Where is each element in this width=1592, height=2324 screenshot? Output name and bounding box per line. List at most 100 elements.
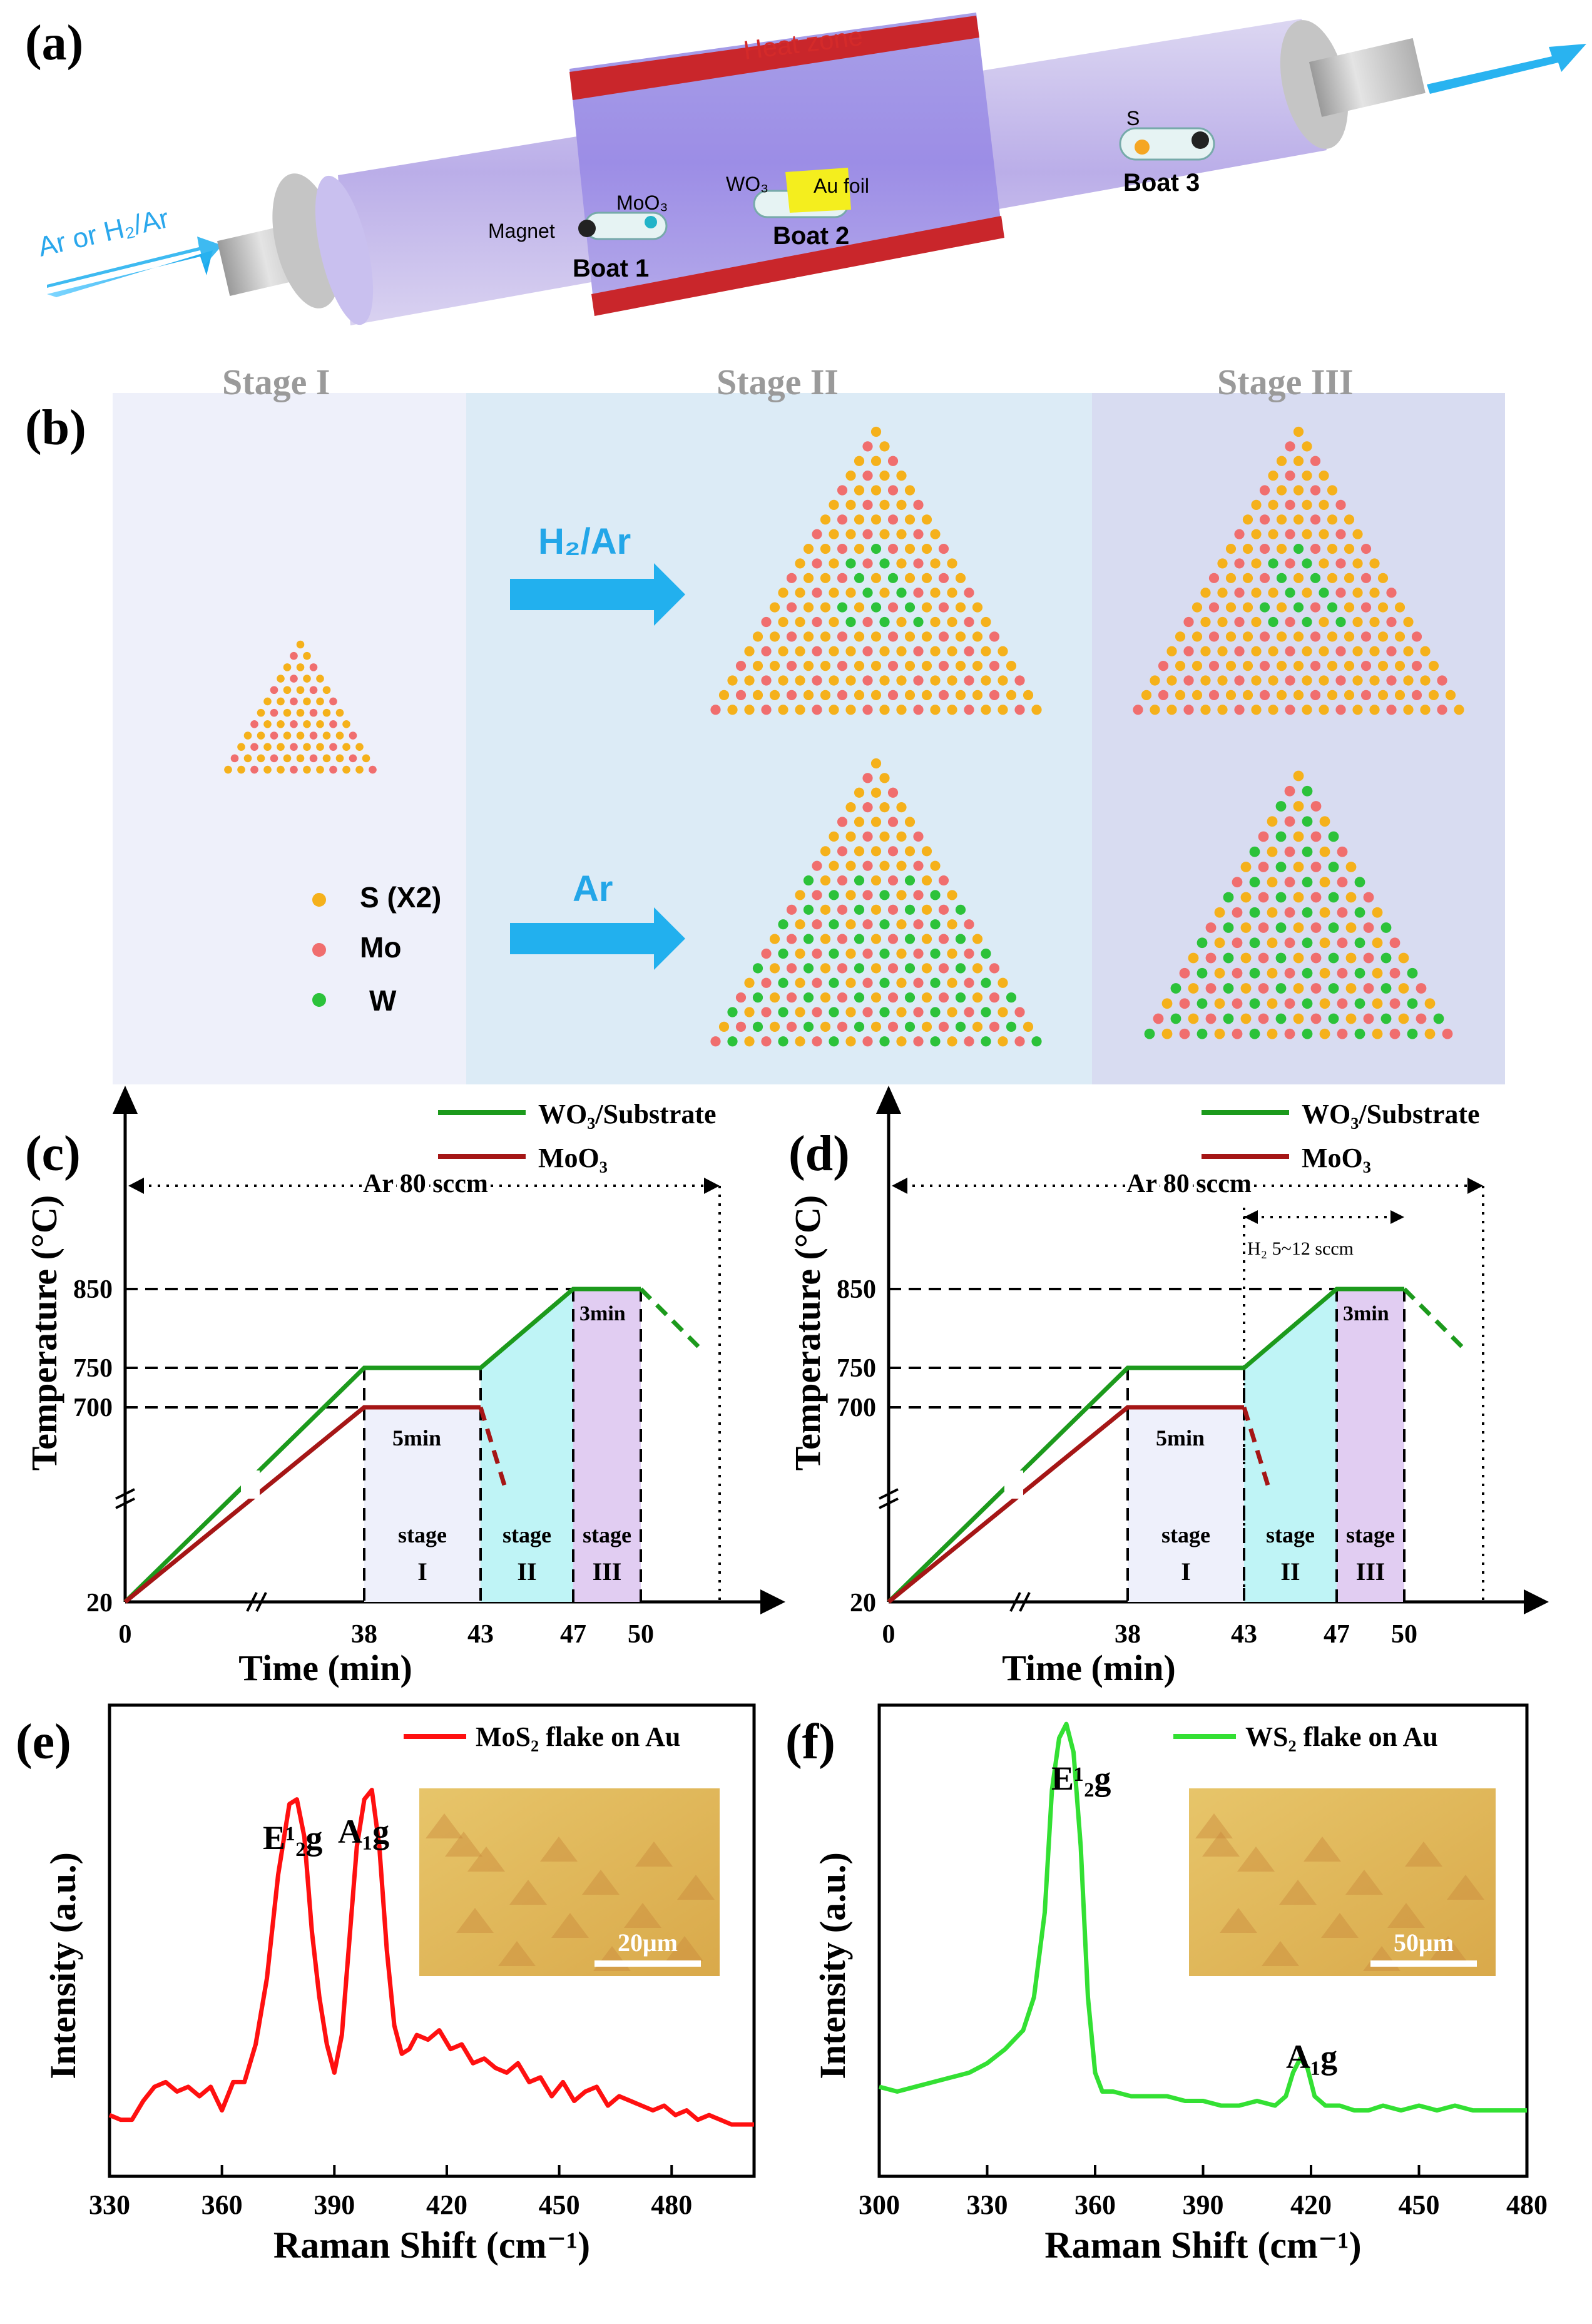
atom bbox=[913, 890, 924, 900]
atom bbox=[930, 977, 941, 988]
atom bbox=[1197, 967, 1208, 979]
atom bbox=[277, 743, 285, 751]
x-axis-label: Raman Shift (cm⁻¹) bbox=[273, 2225, 590, 2266]
stage-word: stage bbox=[1266, 1522, 1315, 1547]
atom bbox=[1345, 862, 1357, 872]
atom bbox=[803, 661, 814, 671]
atom bbox=[1285, 705, 1295, 715]
atom bbox=[870, 602, 882, 613]
atom bbox=[1302, 785, 1313, 797]
ytick: 700 bbox=[837, 1394, 876, 1422]
atom bbox=[829, 558, 839, 569]
atom bbox=[1327, 485, 1338, 496]
atom bbox=[1380, 922, 1392, 933]
atom bbox=[752, 631, 763, 642]
atom bbox=[1372, 937, 1383, 949]
atom bbox=[296, 663, 305, 671]
atom bbox=[1344, 602, 1355, 613]
flake bbox=[445, 1832, 482, 1857]
atom bbox=[964, 948, 974, 959]
atom bbox=[862, 831, 873, 842]
stage-2-region bbox=[1244, 1289, 1337, 1602]
atom bbox=[303, 697, 311, 706]
atom bbox=[1369, 558, 1380, 569]
flake bbox=[1262, 1941, 1299, 1966]
atom bbox=[947, 1036, 957, 1047]
atom bbox=[237, 765, 245, 774]
atom bbox=[913, 1007, 924, 1017]
x-break bbox=[246, 1592, 258, 1612]
atom bbox=[1006, 1021, 1017, 1032]
peak-label: E¹₂g bbox=[1051, 1760, 1111, 1797]
atom bbox=[1258, 952, 1269, 964]
atom bbox=[1302, 588, 1312, 598]
xtick: 390 bbox=[1183, 2189, 1224, 2220]
atom bbox=[837, 875, 848, 886]
atom bbox=[270, 708, 278, 717]
atom bbox=[803, 904, 814, 915]
atom bbox=[727, 705, 738, 715]
atom bbox=[879, 441, 890, 452]
xtick: 38 bbox=[351, 1620, 377, 1649]
atom bbox=[904, 817, 916, 827]
magnet-label: Magnet bbox=[488, 220, 555, 242]
atom bbox=[1352, 558, 1363, 569]
gas-inlet-arrow-head bbox=[47, 237, 222, 288]
atom bbox=[981, 616, 991, 628]
atom bbox=[1267, 907, 1278, 918]
atom bbox=[795, 1036, 805, 1047]
atom bbox=[277, 697, 285, 706]
atom bbox=[303, 765, 311, 774]
atom bbox=[1369, 646, 1380, 656]
atom bbox=[921, 543, 932, 554]
atom bbox=[938, 690, 949, 700]
atom bbox=[309, 663, 318, 671]
atom bbox=[1293, 573, 1304, 583]
atom bbox=[257, 708, 265, 717]
atom bbox=[964, 977, 974, 988]
atom bbox=[845, 977, 856, 988]
gas-label: Ar 80 sccm bbox=[1126, 1170, 1252, 1198]
atom bbox=[1319, 877, 1330, 888]
atom bbox=[989, 661, 1000, 671]
atom bbox=[1335, 588, 1346, 598]
atom bbox=[303, 675, 311, 683]
atom bbox=[1225, 661, 1237, 671]
atom bbox=[887, 485, 899, 496]
y-break bbox=[879, 1488, 899, 1500]
atom bbox=[803, 963, 814, 974]
atom bbox=[1293, 514, 1304, 525]
x-axis-label: Time (min) bbox=[238, 1648, 412, 1688]
atom bbox=[329, 743, 337, 751]
atom bbox=[1217, 675, 1228, 686]
ar-arrow bbox=[510, 907, 685, 970]
atom bbox=[1319, 616, 1329, 628]
atom bbox=[904, 875, 916, 886]
atom bbox=[981, 646, 991, 656]
atom bbox=[1240, 862, 1252, 872]
stage-1-region bbox=[1128, 1407, 1244, 1602]
atom bbox=[769, 934, 780, 944]
atom bbox=[795, 890, 805, 900]
atom bbox=[1284, 967, 1295, 979]
atom bbox=[752, 963, 763, 974]
atom bbox=[1293, 983, 1304, 994]
atom bbox=[896, 948, 907, 959]
atom bbox=[1214, 907, 1225, 918]
atom bbox=[921, 992, 932, 1003]
h2-label: H₂ 5~12 sccm bbox=[1247, 1238, 1354, 1259]
atom bbox=[1179, 967, 1190, 979]
atom bbox=[862, 977, 873, 988]
atom bbox=[1380, 983, 1392, 994]
atom bbox=[1217, 588, 1228, 598]
atom bbox=[1293, 485, 1304, 496]
atom bbox=[795, 646, 805, 656]
atom bbox=[290, 651, 298, 660]
atom bbox=[1197, 1028, 1208, 1039]
panel-a: (a) Ar or H₂/Ar Heat zone Magnet MoO₃ Bo… bbox=[25, 13, 1586, 325]
atom bbox=[803, 631, 814, 642]
atom bbox=[1403, 616, 1414, 628]
atom bbox=[812, 675, 822, 686]
atom bbox=[795, 705, 805, 715]
atom bbox=[947, 977, 957, 988]
